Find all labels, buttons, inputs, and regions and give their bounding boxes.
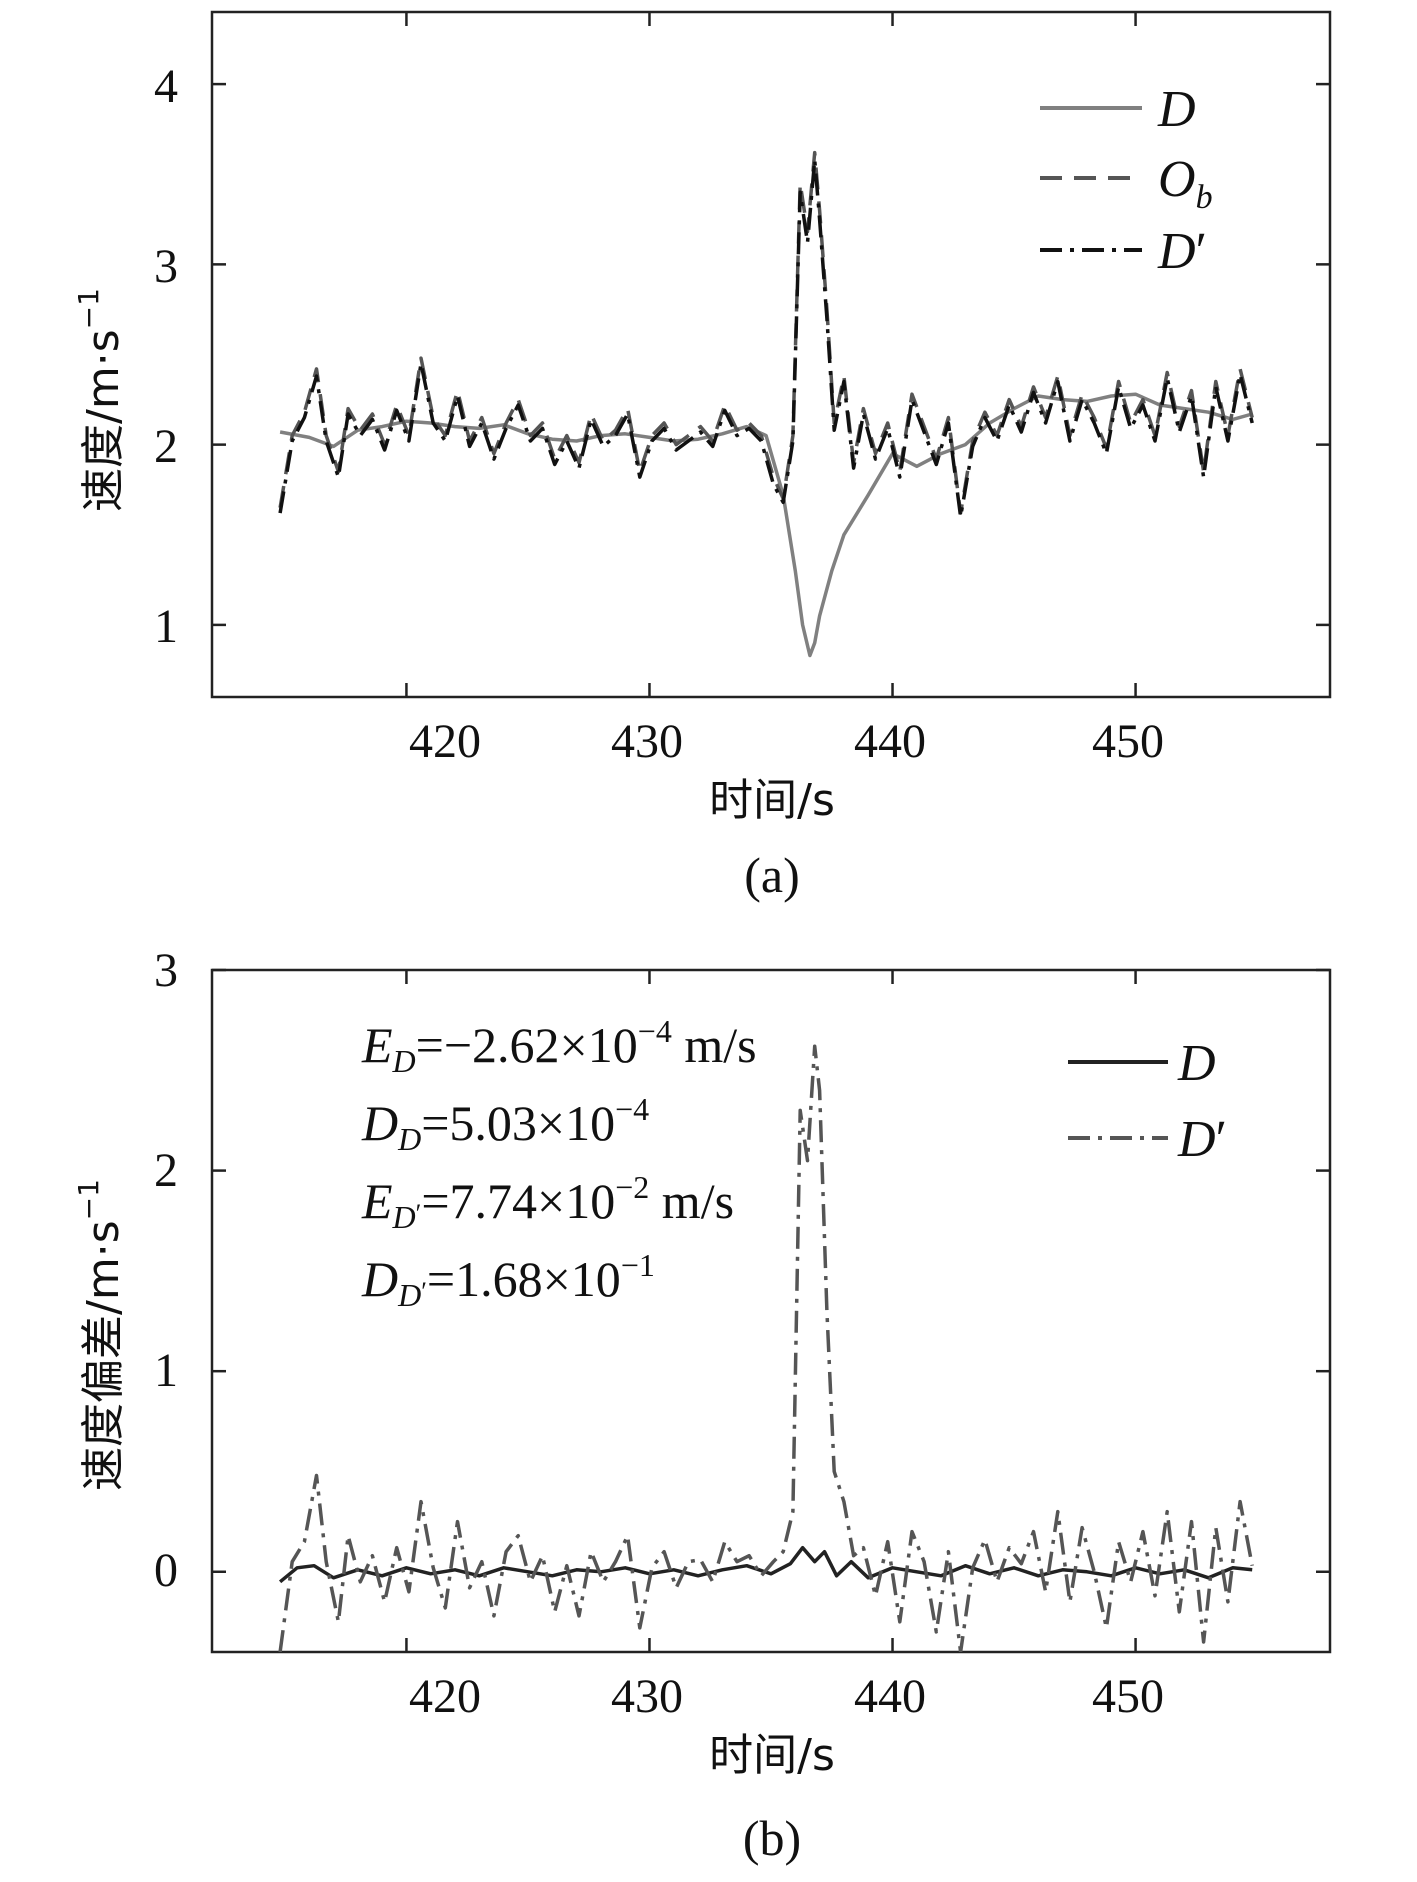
xtick-label: 420 xyxy=(409,715,481,768)
series-line-d-prime xyxy=(278,158,1254,519)
ytick-label: 0 xyxy=(154,1544,178,1597)
series-line-d-prime xyxy=(278,1044,1254,1652)
ytick-label: 2 xyxy=(154,1144,178,1197)
ytick-label: 3 xyxy=(154,240,178,293)
plot-frame-a xyxy=(210,10,1332,699)
ytick-label: 1 xyxy=(154,600,178,653)
legend-label: D′ xyxy=(1157,223,1207,280)
series-line-d xyxy=(278,1545,1253,1584)
annotation-ddp: DD′=1.68×10−1 xyxy=(361,1247,655,1313)
legend-label: D xyxy=(1157,81,1196,138)
panel-label-b: (b) xyxy=(743,1810,801,1866)
annotation-ed: ED=−2.62×10−4 m/s xyxy=(361,1013,757,1079)
xtick-label: 450 xyxy=(1092,1670,1164,1723)
xtick-label: 440 xyxy=(854,715,926,768)
xtick-label: 420 xyxy=(409,1670,481,1723)
xtick-label: 430 xyxy=(611,1670,683,1723)
ytick-label: 3 xyxy=(154,944,178,997)
legend-label: Ob xyxy=(1158,151,1213,216)
xtick-label: 440 xyxy=(854,1670,926,1723)
y-axis-title-b: 速度偏差/m·s−1 xyxy=(72,1179,129,1491)
panel-b: 420 430 440 450 0 1 2 3 时间/s 速度偏差/m·s−1 … xyxy=(72,944,1332,1866)
plot-frame-b xyxy=(210,968,1332,1654)
annotations-b: ED=−2.62×10−4 m/s DD=5.03×10−4 ED′=7.74×… xyxy=(361,1013,757,1313)
ticks-b xyxy=(212,968,1330,1652)
xtick-label: 430 xyxy=(611,715,683,768)
series-a xyxy=(278,150,1254,658)
annotation-dd: DD=5.03×10−4 xyxy=(361,1091,649,1157)
series-b xyxy=(278,1044,1254,1652)
legend-label: D′ xyxy=(1177,1111,1227,1168)
ytick-label: 2 xyxy=(154,420,178,473)
x-axis-title-b: 时间/s xyxy=(709,1730,835,1781)
ytick-label: 1 xyxy=(154,1344,178,1397)
y-axis-title-a: 速度/m·s−1 xyxy=(72,288,129,512)
ticks-a xyxy=(212,12,1330,697)
legend-a: D Ob D′ xyxy=(1040,81,1213,280)
xtick-label: 450 xyxy=(1092,715,1164,768)
panel-label-a: (a) xyxy=(744,847,800,903)
x-axis-title-a: 时间/s xyxy=(709,775,835,826)
legend-b: D D′ xyxy=(1068,1035,1227,1168)
panel-a: 420 430 440 450 1 2 3 4 时间/s 速度/m·s−1 D … xyxy=(72,10,1332,903)
legend-label: D xyxy=(1177,1035,1216,1092)
annotation-edp: ED′=7.74×10−2 m/s xyxy=(361,1169,734,1235)
series-line-d xyxy=(279,392,1253,658)
ytick-label: 4 xyxy=(154,60,178,113)
series-line-o-b xyxy=(278,150,1254,515)
